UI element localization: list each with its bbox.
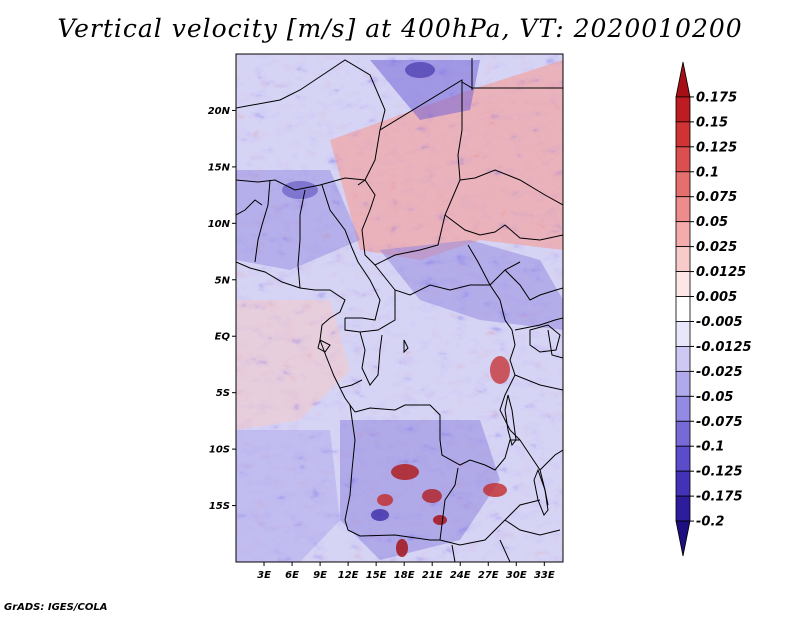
colorbar-bin [675, 296, 691, 322]
colorbar-bin [675, 470, 691, 497]
lat-label: 5S [216, 388, 230, 399]
lon-label: 27E [478, 570, 499, 581]
lon-label: 33E [534, 570, 555, 581]
colorbar-label: 0.175 [696, 90, 737, 105]
lon-label: 15E [366, 570, 387, 581]
colorbar-label: -0.05 [696, 390, 733, 405]
lat-label: 10S [209, 445, 230, 456]
colorbar-bin [675, 370, 691, 397]
colorbar-label: 0.005 [696, 290, 737, 305]
colorbar-label: -0.125 [696, 465, 743, 480]
lon-label: 3E [257, 570, 271, 581]
lat-label: 20N [208, 106, 231, 117]
colorbar-bin [675, 495, 691, 522]
colorbar-label: -0.005 [696, 315, 743, 330]
colorbar-label: -0.0125 [696, 340, 752, 355]
colorbar-bin [675, 246, 691, 272]
colorbar-bin [675, 221, 691, 248]
lat-label: 15S [209, 501, 230, 512]
lon-label: 30E [506, 570, 527, 581]
lat-label: 15N [208, 162, 231, 173]
lon-label: 24E [450, 570, 471, 581]
longitude-axis: 3E 6E 9E 12E 15E 18E 21E 24E 27E 30E 33E [257, 562, 555, 581]
colorbar-bin [675, 395, 691, 422]
colorbar-label: 0.05 [696, 215, 728, 230]
colorbar-label: -0.1 [696, 440, 724, 455]
latitude-axis: 20N 15N 10N 5N EQ 5S 10S 15S [208, 106, 236, 512]
colorbar-bin [675, 96, 691, 123]
lon-label: 18E [394, 570, 415, 581]
colorbar-label: 0.0125 [696, 265, 746, 280]
colorbar-label: 0.025 [696, 240, 737, 255]
map-frame [235, 53, 564, 563]
grads-credit: GrADS: IGES/COLA [4, 602, 108, 613]
colorbar-bin [675, 420, 691, 447]
lon-label: 21E [422, 570, 443, 581]
colorbar-bin [675, 61, 691, 98]
lat-label: 5N [215, 275, 231, 286]
lon-label: 9E [313, 570, 327, 581]
lat-label: EQ [215, 332, 231, 343]
colorbar-bin [675, 171, 691, 198]
colorbar-bin [675, 321, 691, 347]
colorbar-label: 0.125 [696, 140, 737, 155]
colorbar-label: 0.15 [696, 115, 728, 130]
colorbar-bin [675, 196, 691, 223]
colorbar-label: -0.075 [696, 415, 743, 430]
country-borders [236, 58, 563, 562]
colorbar-bin [675, 271, 691, 297]
colorbar-bin [675, 146, 691, 173]
colorbar-bin [675, 121, 691, 148]
lon-label: 12E [338, 570, 359, 581]
colorbar-bin [675, 520, 691, 557]
colorbar-bin [675, 445, 691, 472]
colorbar: 0.175 0.15 0.125 0.1 0.075 0.05 0.025 0.0125 0.0… [675, 61, 752, 557]
colorbar-bin [675, 346, 691, 372]
colorbar-label: -0.175 [696, 490, 743, 505]
lat-label: 10N [208, 219, 231, 230]
colorbar-label: -0.2 [696, 515, 724, 530]
colorbar-label: 0.075 [696, 190, 737, 205]
plot-title: Vertical velocity [m/s] at 400hPa, VT: 2… [57, 14, 743, 43]
colorbar-label: -0.025 [696, 365, 743, 380]
colorbar-label: 0.1 [696, 165, 719, 180]
velocity-field [236, 54, 563, 562]
lon-label: 6E [285, 570, 299, 581]
